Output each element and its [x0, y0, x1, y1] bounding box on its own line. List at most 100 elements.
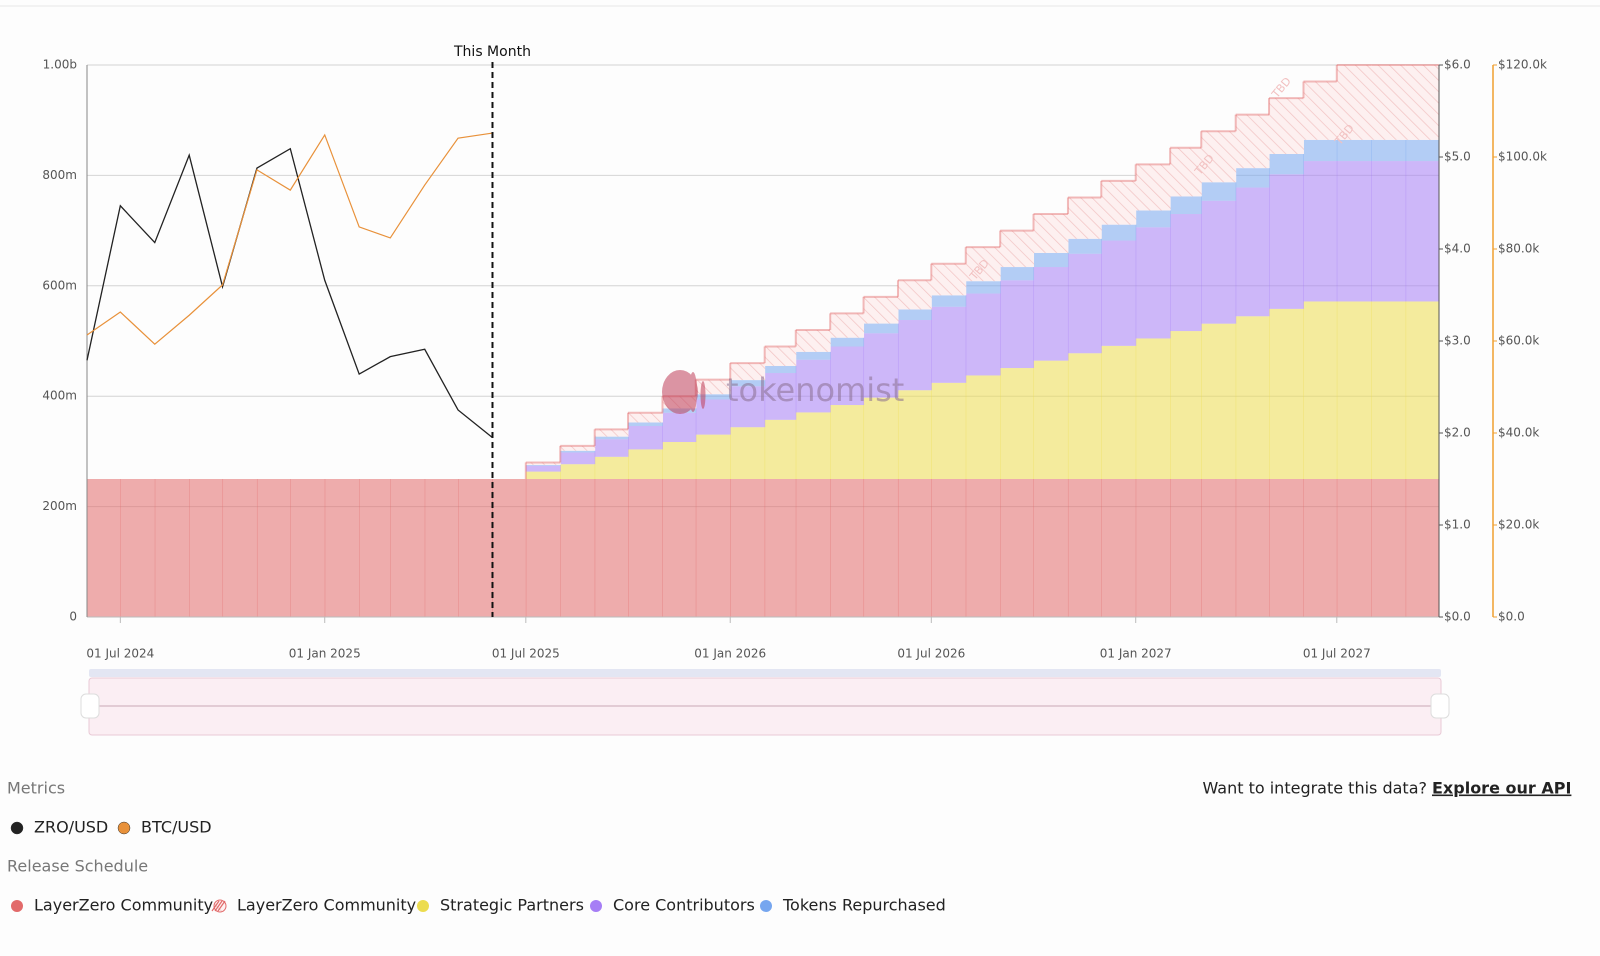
price-line: [86, 147, 493, 439]
legend-label: ZRO/USD: [34, 818, 108, 837]
area-segment: [830, 479, 865, 617]
area-segment: [695, 434, 731, 479]
area-segment: [1371, 139, 1407, 162]
hatched-segment: [1235, 114, 1270, 169]
area-segment: [1033, 479, 1069, 617]
area-segment: [1235, 479, 1270, 617]
area-segment: [594, 456, 629, 479]
legend-label: LayerZero Community: [34, 896, 213, 915]
watermark-logo: [689, 372, 697, 412]
area-segment: [795, 412, 831, 479]
area-segment: [120, 479, 156, 617]
y3-tick-label: $20.0k: [1498, 518, 1539, 532]
area-segment: [965, 293, 1001, 376]
area-segment: [1170, 331, 1202, 479]
area-segment: [1101, 479, 1137, 617]
x-tick-label: 01 Jan 2027: [1100, 647, 1172, 661]
watermark-logo: [662, 370, 698, 414]
area-segment: [1303, 161, 1338, 302]
annotation-label: This Month: [453, 44, 531, 60]
y3-tick-label: $40.0k: [1498, 426, 1539, 440]
area-segment: [1371, 301, 1407, 479]
y-tick-label: 200m: [42, 499, 77, 513]
legend-item[interactable]: ZRO/USD: [10, 818, 108, 837]
legend-item[interactable]: Core Contributors: [590, 896, 755, 915]
x-tick-label: 01 Jan 2025: [289, 647, 361, 661]
area-segment: [662, 412, 697, 443]
area-segment: [1135, 479, 1171, 617]
x-tick-label: 01 Jul 2026: [897, 647, 965, 661]
hatched-segment: [863, 296, 899, 324]
area-segment: [730, 479, 766, 617]
y2-tick-label: $5.0: [1444, 150, 1471, 164]
area-segment: [560, 452, 596, 465]
hatched-segment: [1303, 81, 1338, 140]
x-tick-label: 01 Jan 2026: [694, 647, 766, 661]
legend-item[interactable]: LayerZero Community: [211, 896, 416, 915]
y3-tick-label: $100.0k: [1498, 150, 1547, 164]
y2-tick-label: $0.0: [1444, 610, 1471, 624]
hatched-segment: [830, 313, 865, 338]
range-slider[interactable]: [80, 669, 1450, 736]
area-segment: [1235, 187, 1270, 317]
area-segment: [1170, 196, 1202, 215]
y2-tick-label: $3.0: [1444, 334, 1471, 348]
legend-label: Core Contributors: [613, 896, 755, 915]
area-segment: [424, 479, 459, 617]
legend-heading: Release Schedule: [7, 857, 148, 876]
legend-hatch: [217, 900, 226, 912]
area-segment: [1170, 214, 1202, 332]
slider-handle[interactable]: [1430, 693, 1450, 719]
area-segment: [830, 346, 865, 406]
legend-label: Strategic Partners: [440, 896, 584, 915]
area-segment: [764, 419, 797, 479]
area-segment: [1067, 253, 1102, 354]
area-segment: [1000, 368, 1035, 479]
area-segment: [1371, 161, 1407, 302]
hatched-segment: [1000, 230, 1035, 268]
legend-item[interactable]: Strategic Partners: [417, 896, 584, 915]
area-segment: [830, 405, 865, 479]
legend-item[interactable]: Tokens Repurchased: [760, 896, 946, 915]
watermark: tokenomist: [662, 370, 904, 414]
area-segment: [795, 359, 831, 413]
area-segment: [1135, 210, 1171, 228]
area-segment: [1067, 353, 1102, 479]
hatched-segment: [1101, 180, 1137, 225]
hatched-segment: [1269, 98, 1304, 154]
hatched-segment: [1405, 65, 1440, 140]
hatched-segment: [628, 412, 663, 423]
area-segment: [863, 479, 899, 617]
slider-handle[interactable]: [80, 693, 100, 719]
area-segment: [897, 390, 932, 479]
area-segment: [764, 365, 797, 374]
legend-hatch: [211, 900, 220, 912]
hatched-segment: [897, 280, 932, 310]
area-segment: [1170, 479, 1202, 617]
area-segment: [628, 422, 663, 427]
area-segment: [1303, 479, 1338, 617]
area-segment: [965, 479, 1001, 617]
x-tick-label: 01 Jul 2027: [1303, 647, 1371, 661]
area-segment: [965, 281, 1001, 294]
area-segment: [1336, 161, 1372, 302]
api-link[interactable]: Explore our API: [1432, 779, 1571, 798]
area-segment: [1405, 479, 1440, 617]
legend: Metrics Release Schedule Want to integrate…: [7, 779, 1571, 915]
y2-tick-label: $1.0: [1444, 518, 1471, 532]
area-segment: [897, 320, 932, 391]
hatched-segment: [594, 429, 629, 437]
y-tick-label: 400m: [42, 389, 77, 403]
area-segment: [1269, 308, 1304, 479]
area-segment: [897, 479, 932, 617]
hatched-segment: [560, 445, 596, 451]
legend-swatch: [417, 900, 429, 912]
area-segment: [1235, 168, 1270, 188]
legend-item[interactable]: LayerZero Community: [11, 896, 213, 915]
area-segment: [764, 479, 797, 617]
y-tick-label: 0: [69, 610, 77, 624]
legend-item[interactable]: BTC/USD: [117, 818, 212, 837]
price-line: [86, 132, 493, 346]
legend-label: BTC/USD: [141, 818, 212, 837]
